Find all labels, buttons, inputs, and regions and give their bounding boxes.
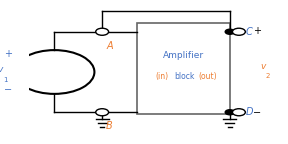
Text: +: + bbox=[4, 49, 12, 59]
Circle shape bbox=[96, 109, 109, 116]
Text: (out): (out) bbox=[199, 72, 217, 82]
Text: block: block bbox=[175, 72, 195, 82]
Circle shape bbox=[232, 109, 245, 116]
Text: C: C bbox=[245, 27, 252, 37]
Text: +: + bbox=[253, 26, 261, 36]
Circle shape bbox=[232, 28, 245, 35]
Text: v: v bbox=[261, 62, 266, 71]
Text: (in): (in) bbox=[155, 72, 168, 82]
Bar bbox=[137, 23, 230, 114]
Circle shape bbox=[225, 29, 234, 34]
Text: −: − bbox=[4, 85, 12, 95]
Text: v: v bbox=[0, 65, 3, 74]
Text: Amplifier: Amplifier bbox=[163, 51, 204, 60]
Text: −: − bbox=[253, 108, 261, 118]
Text: D: D bbox=[245, 107, 253, 117]
Text: 1: 1 bbox=[3, 77, 8, 84]
Text: 2: 2 bbox=[265, 73, 270, 79]
Circle shape bbox=[225, 110, 234, 115]
Text: A: A bbox=[106, 41, 113, 51]
Text: B: B bbox=[106, 121, 113, 131]
Circle shape bbox=[96, 28, 109, 35]
